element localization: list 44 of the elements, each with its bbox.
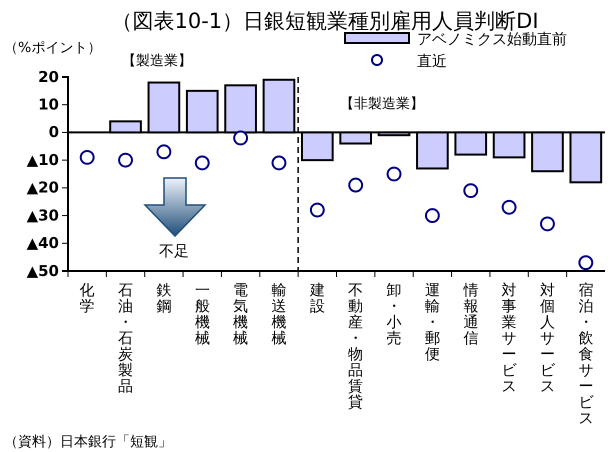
x-tick-label: 電気機械: [233, 281, 248, 347]
point: [502, 200, 517, 215]
x-tick-label: 卸・小売: [386, 281, 402, 347]
x-tick-label: 情報通信: [462, 281, 478, 347]
point: [348, 178, 364, 193]
point: [272, 155, 286, 170]
annotation: 【非製造業】: [340, 96, 424, 112]
legend-label: アベノミクス始動直前: [417, 30, 567, 48]
x-tick-label: 対事業サービス: [502, 281, 518, 395]
x-tick-label: 運輸・郵便: [424, 281, 440, 363]
point: [424, 208, 440, 223]
x-tick-label: 輸送機械: [271, 281, 286, 347]
y-tick-label: ▲20: [26, 178, 59, 197]
text: 【製造業】: [122, 53, 192, 69]
point: [463, 183, 478, 198]
chart-title: （図表10-1）日銀短観業種別雇用人員判断DI: [111, 9, 539, 33]
point: [118, 152, 133, 168]
point: [578, 255, 594, 270]
point: [540, 216, 555, 232]
annotation: 不足: [159, 242, 189, 260]
x-tick-label: 不動産・物品賃貸: [348, 281, 364, 411]
y-axis-title: （%ポイント）: [4, 40, 102, 56]
x-tick-label: 対個人サービス: [540, 281, 556, 395]
point: [310, 202, 325, 218]
x-tick-label: 鉄鋼: [156, 281, 172, 315]
text: （資料）日本銀行「短観」: [4, 434, 172, 450]
legend-label: 直近: [417, 52, 447, 70]
y-tick-label: ▲10: [26, 150, 59, 169]
point: [156, 144, 172, 160]
x-tick-label: 化学: [80, 281, 95, 315]
y-tick-label: ▲50: [26, 262, 59, 280]
point: [80, 150, 95, 165]
point: [194, 155, 210, 170]
category-label: 宿泊・飲食サービス: [578, 281, 594, 427]
x-tick-label: 建設: [308, 281, 325, 315]
point: [233, 130, 248, 146]
y-tick-label: 20: [38, 68, 59, 86]
x-tick-label: 石油・石炭製品: [118, 281, 134, 395]
x-tick-label: 一般機械: [194, 281, 210, 347]
y-tick-label: ▲40: [26, 234, 59, 252]
point: [386, 166, 402, 182]
y-tick-label: ▲30: [26, 206, 59, 224]
y-tick-label: 10: [38, 96, 59, 114]
y-tick-label: 0: [48, 123, 59, 142]
